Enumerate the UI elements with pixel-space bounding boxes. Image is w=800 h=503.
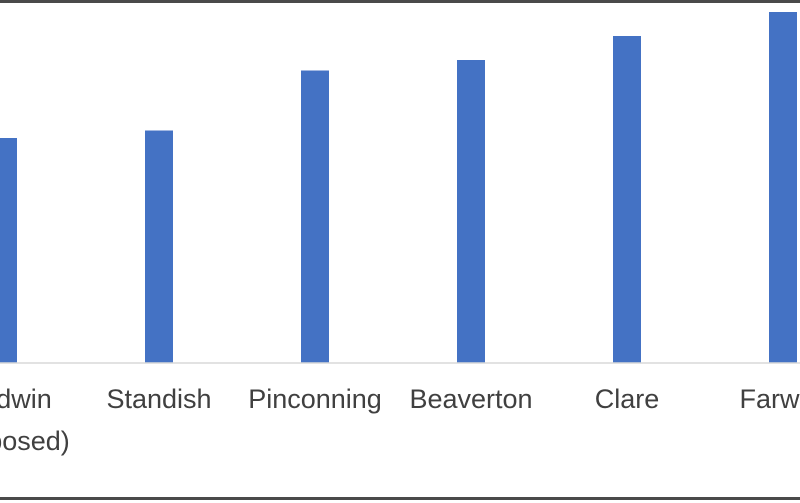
bar-standish xyxy=(145,130,173,363)
bar-pinconning xyxy=(301,70,329,363)
bar-chart: Gladwin (Proposed) Standish Pinconning Beave… xyxy=(0,12,800,456)
x-tick-label: Clare xyxy=(595,384,660,414)
bar-beaverton xyxy=(457,60,485,363)
bar-gladwin xyxy=(0,138,17,363)
x-tick-label: (Proposed) xyxy=(0,426,70,456)
x-tick-labels: Gladwin (Proposed) Standish Pinconning Beave… xyxy=(0,384,800,456)
bar-farwell xyxy=(769,12,797,363)
x-tick-label: Gladwin xyxy=(0,384,52,414)
x-tick-label: Farwell xyxy=(739,384,800,414)
x-tick-label: Pinconning xyxy=(248,384,382,414)
x-tick-label: Standish xyxy=(106,384,211,414)
bars-group xyxy=(0,12,797,363)
bar-clare xyxy=(613,36,641,363)
x-tick-label: Beaverton xyxy=(409,384,532,414)
